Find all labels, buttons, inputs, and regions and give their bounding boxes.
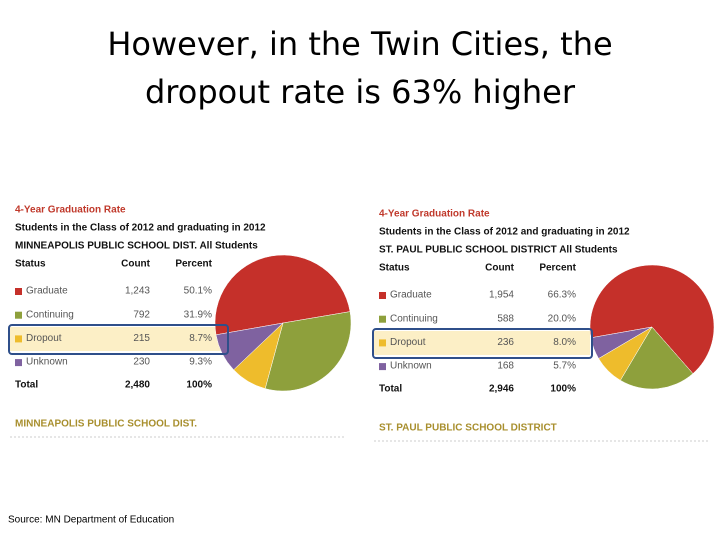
- column-header: Count: [485, 263, 515, 274]
- table-cell: 66.3%: [548, 290, 576, 301]
- table-cell: 230: [133, 357, 150, 368]
- table-cell: 588: [497, 313, 514, 324]
- table-cell: Continuing: [390, 313, 438, 324]
- status-swatch: [15, 335, 22, 343]
- slide-title: However, in the Twin Cities, the: [107, 25, 612, 63]
- pie-slice: [264, 311, 352, 392]
- table-cell: 31.9%: [184, 309, 212, 320]
- row-outline: [372, 328, 593, 359]
- table-cell: Dropout: [26, 333, 62, 344]
- total-cell: 100%: [550, 384, 576, 395]
- table-cell: Continuing: [26, 309, 74, 320]
- table-cell: Graduate: [390, 290, 432, 301]
- total-cell: Total: [379, 384, 402, 395]
- table-cell: Graduate: [26, 286, 68, 297]
- table-cell: 5.7%: [553, 361, 576, 372]
- table-cell: 1,954: [489, 290, 514, 301]
- status-swatch: [379, 363, 386, 371]
- panel-subtitle: Students in the Class of 2012 and gradua…: [15, 223, 266, 234]
- column-header: Percent: [539, 263, 576, 274]
- table-cell: 8.0%: [553, 337, 576, 348]
- column-header: Count: [121, 259, 151, 270]
- status-swatch: [379, 315, 386, 323]
- table-cell: 792: [133, 309, 150, 320]
- panel-heading: 4-Year Graduation Rate: [379, 209, 490, 220]
- total-cell: Total: [15, 380, 38, 391]
- table-cell: 236: [497, 337, 514, 348]
- status-swatch: [379, 292, 386, 299]
- table-cell: Dropout: [390, 337, 426, 348]
- status-swatch: [379, 339, 386, 347]
- row-outline: [8, 324, 229, 355]
- district-line: ST. PAUL PUBLIC SCHOOL DISTRICT All Stud…: [379, 245, 618, 256]
- slide-title: dropout rate is 63% higher: [145, 73, 576, 111]
- panel-footer: ST. PAUL PUBLIC SCHOOL DISTRICT: [379, 423, 557, 434]
- column-header: Status: [379, 263, 410, 274]
- column-header: Percent: [175, 259, 212, 270]
- status-swatch: [15, 359, 22, 367]
- table-cell: 8.7%: [189, 333, 212, 344]
- table-cell: 215: [133, 333, 150, 344]
- table-cell: 9.3%: [189, 357, 212, 368]
- total-cell: 2,946: [489, 384, 514, 395]
- pie-slice: [214, 254, 351, 336]
- table-cell: Unknown: [390, 361, 432, 372]
- panel-subtitle: Students in the Class of 2012 and gradua…: [379, 227, 630, 238]
- panel-heading: 4-Year Graduation Rate: [15, 205, 126, 216]
- table-cell: 1,243: [125, 286, 150, 297]
- row-highlight: [10, 327, 226, 351]
- status-swatch: [15, 311, 22, 319]
- district-line: MINNEAPOLIS PUBLIC SCHOOL DIST. All Stud…: [15, 241, 258, 252]
- source-note: Source: MN Department of Education: [8, 515, 174, 526]
- pie-slice: [590, 326, 653, 359]
- pie-slice: [589, 264, 715, 374]
- panel-footer: MINNEAPOLIS PUBLIC SCHOOL DIST.: [15, 419, 197, 430]
- table-cell: 50.1%: [184, 286, 212, 297]
- column-header: Status: [15, 259, 46, 270]
- row-highlight: [374, 331, 590, 355]
- table-cell: 168: [497, 361, 514, 372]
- total-cell: 2,480: [125, 380, 150, 391]
- table-cell: Unknown: [26, 357, 68, 368]
- status-swatch: [15, 288, 22, 295]
- table-cell: 20.0%: [548, 313, 576, 324]
- pie-slice: [620, 326, 694, 390]
- total-cell: 100%: [186, 380, 212, 391]
